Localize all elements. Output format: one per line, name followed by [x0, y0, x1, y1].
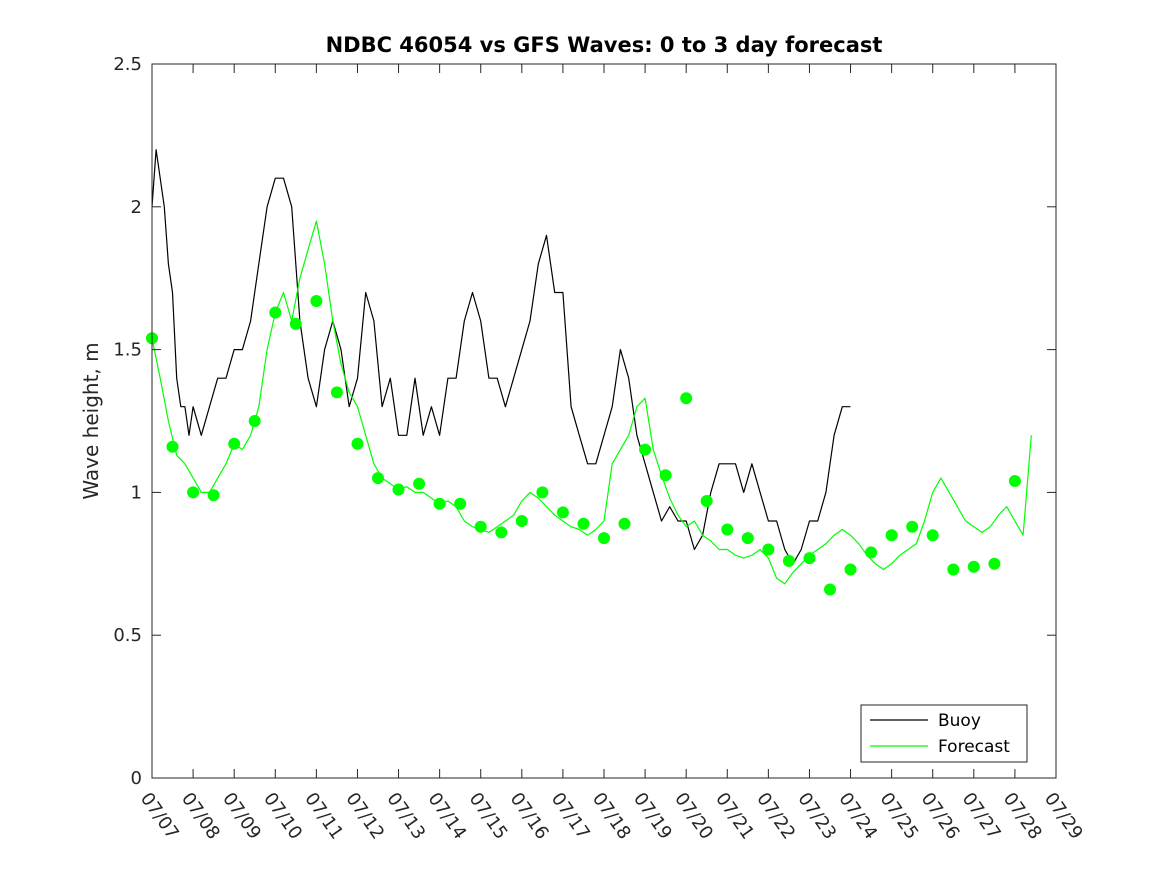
- y-tick-label: 1: [131, 482, 142, 503]
- forecast-marker: [906, 520, 919, 533]
- forecast-marker: [721, 523, 734, 536]
- forecast-marker: [474, 520, 487, 533]
- forecast-marker: [741, 532, 754, 545]
- forecast-marker: [289, 317, 302, 330]
- forecast-marker: [803, 552, 816, 565]
- forecast-marker: [967, 560, 980, 573]
- forecast-marker: [413, 477, 426, 490]
- forecast-marker: [454, 497, 467, 510]
- forecast-marker: [947, 563, 960, 576]
- forecast-marker: [782, 554, 795, 567]
- forecast-marker: [495, 526, 508, 539]
- forecast-marker: [228, 437, 241, 450]
- y-tick-label: 2.5: [113, 54, 142, 75]
- forecast-marker: [700, 495, 713, 507]
- series-line-forecast: [151, 220, 1032, 585]
- legend: Buoy Forecast: [860, 704, 1028, 763]
- forecast-marker: [844, 563, 857, 576]
- series-line-buoy: [151, 149, 851, 565]
- forecast-marker: [618, 517, 631, 530]
- y-tick-label: 0.5: [113, 625, 142, 646]
- forecast-marker: [515, 515, 528, 527]
- forecast-marker: [351, 437, 364, 450]
- forecast-marker: [598, 532, 610, 545]
- forecast-marker: [988, 557, 1001, 570]
- forecast-marker: [187, 486, 200, 499]
- forecast-marker: [536, 486, 549, 499]
- forecast-marker: [639, 443, 652, 456]
- forecast-marker: [207, 489, 220, 502]
- forecast-marker: [310, 295, 323, 307]
- forecast-marker: [680, 392, 693, 405]
- forecast-marker: [824, 583, 836, 596]
- forecast-marker: [166, 440, 179, 453]
- forecast-marker: [577, 517, 590, 530]
- forecast-marker: [433, 497, 446, 510]
- legend-box: [860, 704, 1028, 763]
- forecast-marker: [372, 472, 384, 485]
- forecast-marker: [330, 386, 343, 399]
- forecast-marker: [1008, 475, 1021, 487]
- forecast-marker: [392, 483, 405, 496]
- forecast-marker: [248, 415, 261, 427]
- legend-forecast-label: Forecast: [938, 737, 1010, 757]
- forecast-marker: [885, 529, 898, 542]
- forecast-marker: [556, 506, 569, 519]
- chart-title: NDBC 46054 vs GFS Waves: 0 to 3 day fore…: [326, 33, 883, 57]
- y-tick-label: 1.5: [113, 340, 142, 361]
- forecast-marker: [269, 306, 282, 319]
- y-tick-label: 0: [131, 768, 142, 789]
- forecast-marker: [659, 469, 672, 482]
- forecast-marker: [926, 529, 939, 542]
- y-tick-label: 2: [131, 197, 142, 218]
- y-axis-label: Wave height, m: [79, 342, 103, 499]
- forecast-marker: [865, 546, 878, 559]
- forecast-marker: [762, 543, 775, 556]
- legend-buoy-label: Buoy: [938, 711, 981, 731]
